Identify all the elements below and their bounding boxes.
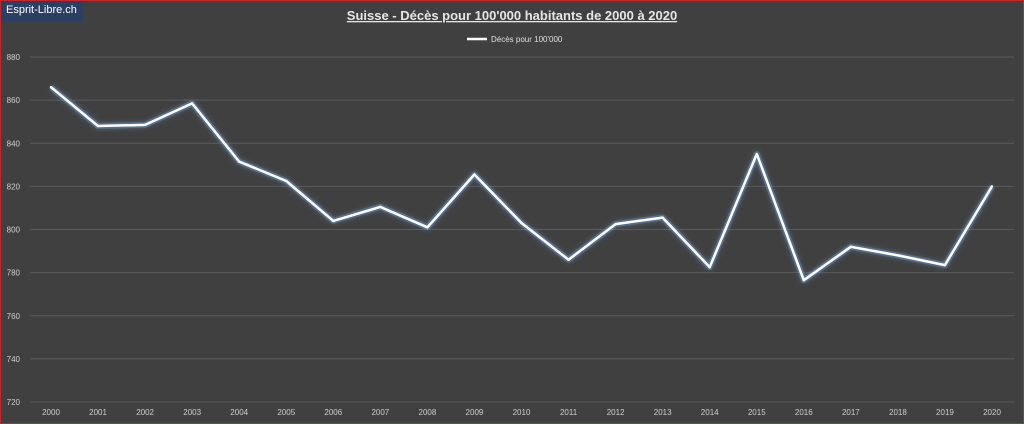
series-line-deces	[50, 86, 994, 282]
data-point-2007	[379, 205, 382, 209]
data-point-2020	[990, 185, 994, 188]
x-tick-label: 2008	[419, 408, 437, 417]
y-tick-label: 760	[7, 312, 21, 321]
y-tick-label: 720	[7, 398, 21, 407]
data-point-2013	[661, 216, 664, 219]
data-point-2012	[614, 222, 617, 226]
x-tick-label: 2003	[183, 408, 201, 417]
y-tick-label: 740	[7, 355, 21, 364]
x-tick-label: 2010	[513, 408, 531, 417]
x-tick-label: 2000	[42, 408, 60, 417]
x-tick-label: 2004	[230, 408, 248, 417]
data-point-2019	[943, 263, 947, 267]
data-point-2008	[426, 226, 429, 229]
data-point-2017	[849, 245, 853, 248]
y-tick-label: 860	[7, 96, 21, 105]
data-point-2004	[238, 160, 241, 163]
data-point-2001	[96, 124, 100, 128]
data-point-2009	[473, 173, 476, 176]
x-tick-label: 2011	[560, 408, 578, 417]
y-tick-label: 840	[7, 139, 21, 148]
data-point-2010	[520, 221, 523, 225]
y-tick-label: 780	[7, 269, 21, 278]
y-tick-label: 820	[7, 182, 21, 191]
x-tick-label: 2001	[89, 408, 107, 417]
data-point-2000	[49, 85, 53, 89]
x-tick-label: 2014	[701, 408, 719, 417]
x-tick-label: 2016	[795, 408, 813, 417]
x-tick-label: 2017	[842, 408, 860, 417]
data-point-2015	[755, 152, 758, 156]
x-tick-label: 2019	[936, 408, 954, 417]
watermark-logo: Esprit-Libre.ch	[1, 1, 83, 21]
chart-title: Suisse - Décès pour 100'000 habitants de…	[347, 8, 677, 23]
x-tick-label: 2020	[983, 408, 1001, 417]
data-point-2018	[896, 254, 900, 257]
x-tick-label: 2013	[654, 408, 672, 417]
y-tick-label: 880	[7, 53, 21, 62]
x-tick-label: 2009	[466, 408, 484, 417]
series-glow	[49, 84, 995, 284]
data-point-2014	[708, 266, 711, 269]
y-tick-label: 800	[7, 226, 21, 235]
x-tick-label: 2002	[136, 408, 154, 417]
x-tick-label: 2012	[607, 408, 625, 417]
data-point-2002	[143, 123, 147, 127]
data-point-2003	[190, 102, 194, 105]
x-tick-label: 2005	[277, 408, 295, 417]
data-point-2005	[285, 179, 288, 183]
data-point-2016	[802, 278, 805, 282]
x-tick-label: 2018	[889, 408, 907, 417]
x-tick-label: 2006	[324, 408, 342, 417]
legend: Décès pour 100'000	[467, 35, 563, 44]
x-tick-label: 2007	[371, 408, 389, 417]
data-point-2011	[567, 258, 570, 261]
legend-label: Décès pour 100'000	[491, 35, 563, 44]
x-tick-label: 2015	[748, 408, 766, 417]
data-point-2006	[332, 219, 335, 223]
